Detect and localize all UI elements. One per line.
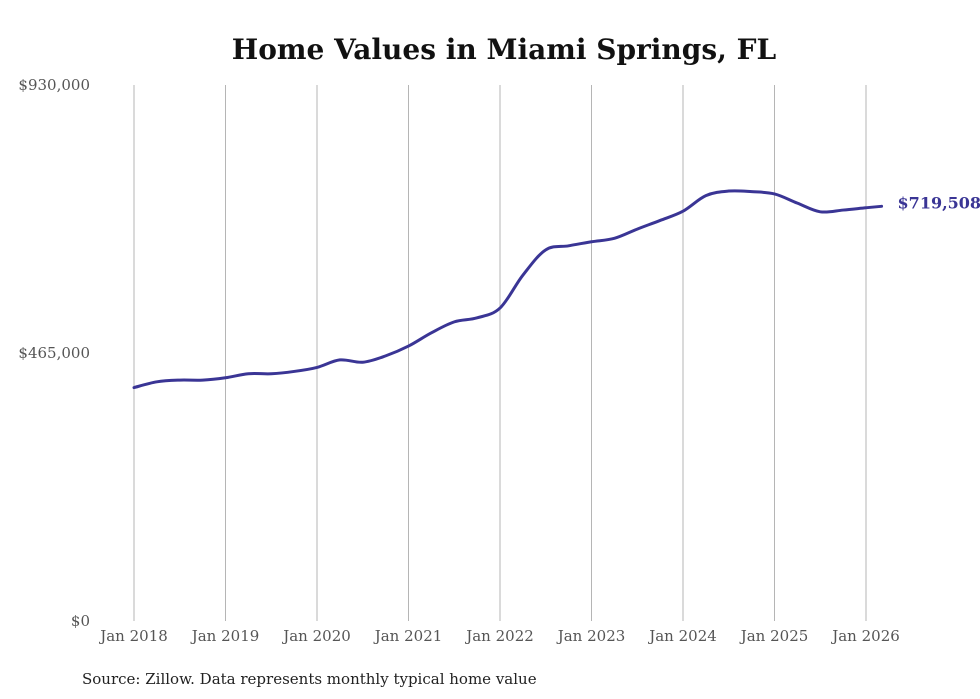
end-value-label: $719,508 [898,193,980,212]
x-tick-label: Jan 2024 [647,627,717,645]
series-line [132,189,884,390]
x-tick-label: Jan 2023 [556,627,626,645]
x-tick-label: Jan 2022 [464,627,534,645]
series-layer [132,189,884,390]
x-axis: Jan 2018 Jan 2019 Jan 2020 Jan 2021 Jan 2022… [98,627,900,645]
x-tick-label: Jan 2020 [281,627,351,645]
x-tick-label: Jan 2021 [373,627,443,645]
y-tick-label: $465,000 [18,344,90,362]
y-tick-label: $930,000 [18,76,90,94]
source-note: Source: Zillow. Data represents monthly … [82,670,537,688]
grid-lines [133,85,867,621]
x-tick-label: Jan 2018 [98,627,168,645]
y-axis: $0 $465,000 $930,000 [18,76,90,630]
x-tick-label: Jan 2026 [830,627,900,645]
chart-title: Home Values in Miami Springs, FL [232,33,777,66]
x-tick-label: Jan 2025 [739,627,809,645]
y-tick-label: $0 [71,612,90,630]
x-tick-label: Jan 2019 [190,627,260,645]
